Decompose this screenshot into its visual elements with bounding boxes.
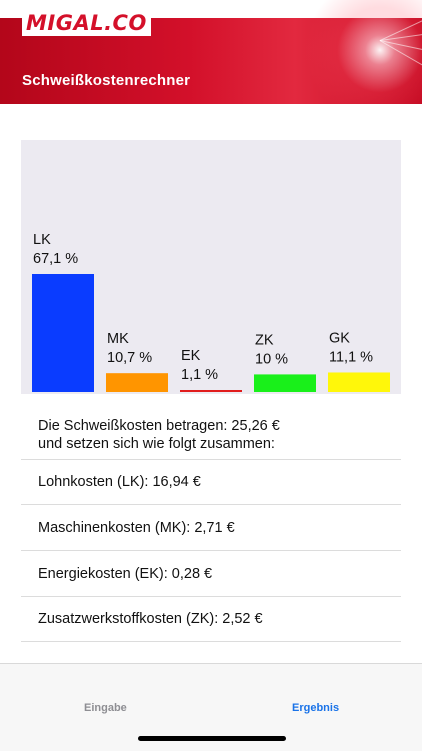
divider [21, 550, 401, 551]
bar-value-label: 10 % [255, 351, 288, 367]
logo-text: MIGAL.CO [26, 11, 147, 35]
page-title: Schweißkostenrechner [22, 72, 190, 89]
bar-value-label: 11,1 % [329, 349, 373, 365]
divider [21, 504, 401, 505]
bar-value-label: 1,1 % [181, 367, 218, 383]
bar-category-label: ZK [255, 332, 274, 348]
bar-category-label: EK [181, 348, 201, 364]
cost-row-lohnkosten: Lohnkosten (LK): 16,94 € [38, 474, 201, 490]
chart-canvas: LK 67,1 % MK 10,7 % EK 1,1 % ZK 10 % GK 11,1 % [21, 140, 401, 394]
bar-zk [254, 374, 316, 392]
migal-logo: MIGAL.CO [22, 10, 151, 36]
cost-bar-chart: LK 67,1 % MK 10,7 % EK 1,1 % ZK 10 % GK 11,1 % [21, 140, 401, 394]
tab-ergebnis[interactable]: Ergebnis [292, 702, 339, 714]
bar-lk [32, 274, 94, 392]
cost-row-energiekosten: Energiekosten (EK): 0,28 € [38, 566, 212, 582]
bar-value-label: 67,1 % [33, 251, 78, 267]
divider [21, 596, 401, 597]
bar-category-label: GK [329, 330, 350, 346]
bar-category-label: MK [107, 331, 129, 347]
home-indicator [138, 736, 286, 741]
divider [21, 641, 401, 642]
divider [21, 459, 401, 460]
bar-category-label: LK [33, 232, 51, 248]
header-flare-graphic [300, 0, 422, 104]
bar-mk [106, 373, 168, 392]
summary-intro-line: und setzen sich wie folgt zusammen: [38, 435, 378, 453]
summary-total-line: Die Schweißkosten betragen: 25,26 € [38, 417, 378, 435]
cost-row-maschinenkosten: Maschinenkosten (MK): 2,71 € [38, 520, 235, 536]
app-header: MIGAL.CO Schweißkostenrechner [0, 0, 422, 104]
bar-gk [328, 372, 390, 392]
cost-row-zusatzwerkstoffkosten: Zusatzwerkstoffkosten (ZK): 2,52 € [38, 611, 263, 627]
bar-ek [180, 390, 242, 392]
tab-eingabe[interactable]: Eingabe [84, 702, 127, 714]
bar-value-label: 10,7 % [107, 350, 152, 366]
cost-summary: Die Schweißkosten betragen: 25,26 € und … [38, 417, 378, 453]
